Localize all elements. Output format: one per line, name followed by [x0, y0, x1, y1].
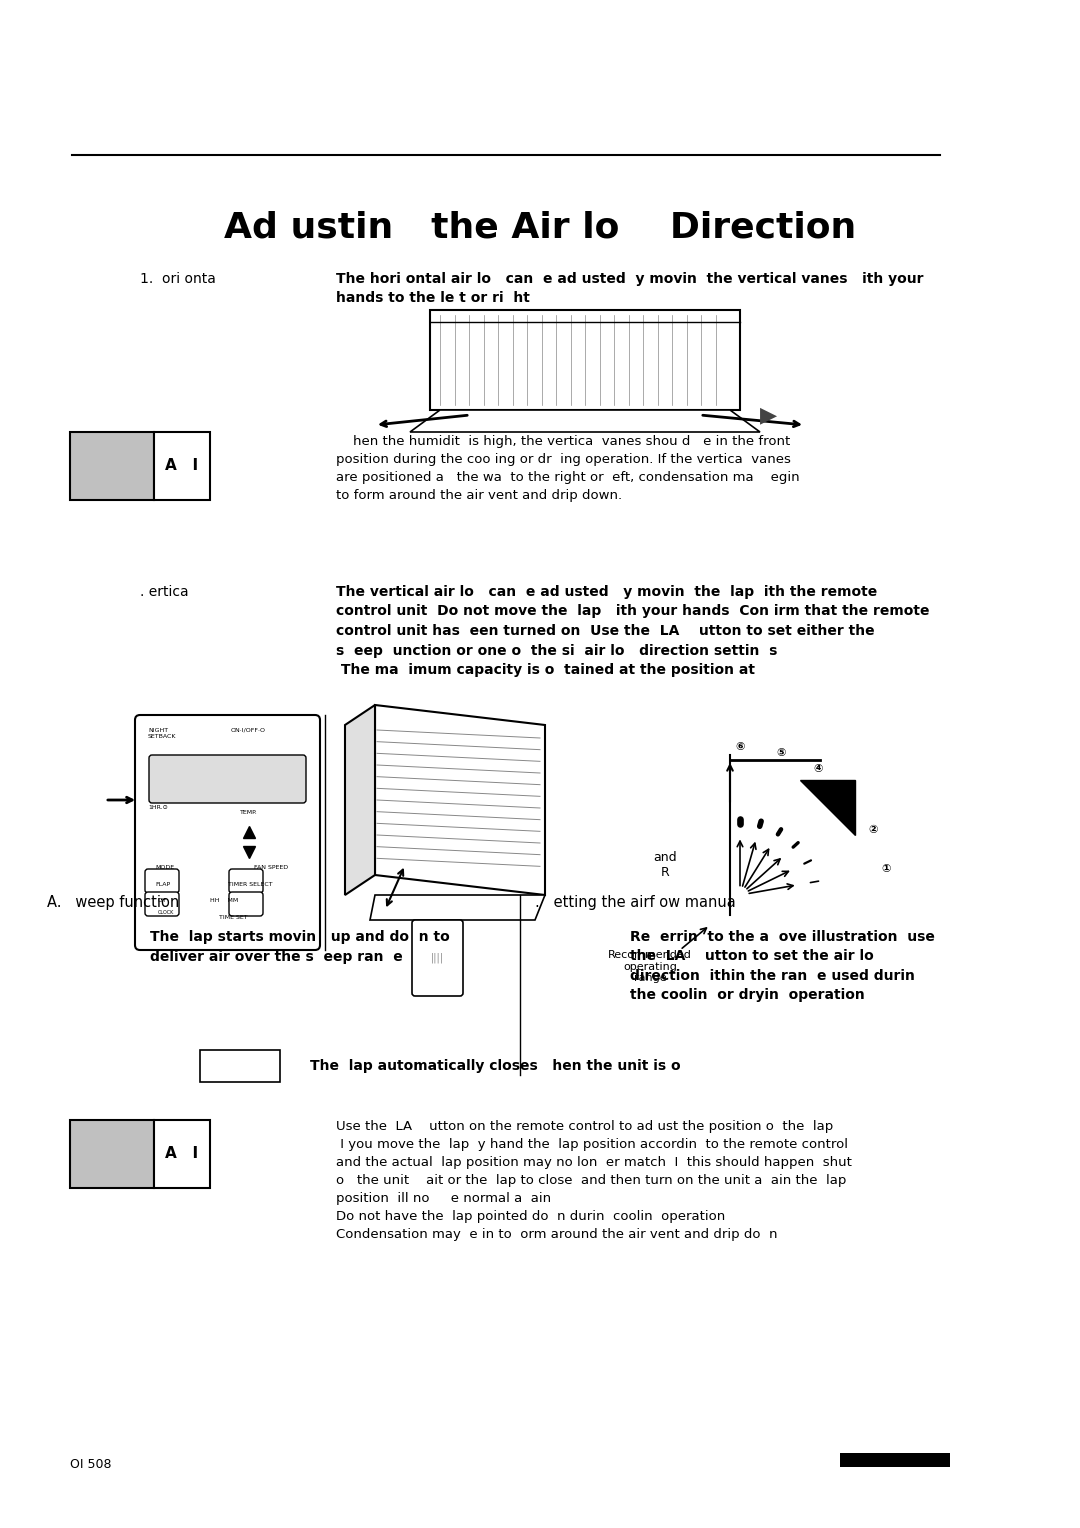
Text: A   I: A I: [165, 1146, 199, 1161]
FancyBboxPatch shape: [229, 869, 264, 892]
Polygon shape: [430, 310, 740, 410]
Text: . ertica: . ertica: [140, 585, 189, 599]
Text: FAN SPEED: FAN SPEED: [254, 865, 288, 869]
Text: Use the  LA    utton on the remote control to ad ust the position o  the  lap
 I: Use the LA utton on the remote control t…: [336, 1120, 852, 1241]
Bar: [154, 432, 210, 500]
Text: ③: ③: [846, 792, 854, 801]
Text: 1HR.⊙: 1HR.⊙: [148, 805, 167, 810]
Text: ON·I/OFF·O: ON·I/OFF·O: [231, 727, 266, 733]
Polygon shape: [345, 704, 375, 895]
Text: ①: ①: [881, 865, 890, 874]
Text: ②: ②: [868, 825, 878, 836]
Text: HH    MM: HH MM: [210, 898, 239, 903]
Text: CLOCK: CLOCK: [158, 911, 174, 915]
Bar: [840, 1453, 950, 1467]
Bar: [154, 1120, 210, 1187]
Text: The hori ontal air lo   can  e ad usted  y movin  the vertical vanes   ith your
: The hori ontal air lo can e ad usted y m…: [336, 272, 923, 306]
FancyBboxPatch shape: [411, 920, 463, 996]
Polygon shape: [370, 895, 545, 920]
Text: Ad ustin   the Air lo    Direction: Ad ustin the Air lo Direction: [224, 209, 856, 244]
Text: The vertical air lo   can  e ad usted   y movin  the  lap  ith the remote
contro: The vertical air lo can e ad usted y mov…: [336, 585, 930, 677]
Text: The  lap starts movin   up and do  n to
deliver air over the s  eep ran  e: The lap starts movin up and do n to deli…: [150, 931, 449, 964]
Text: ▶: ▶: [760, 405, 778, 425]
Text: NIGHT
SETBACK: NIGHT SETBACK: [148, 727, 176, 740]
Text: TEMP.: TEMP.: [240, 810, 257, 814]
Polygon shape: [410, 410, 760, 432]
Text: TIMER SELECT: TIMER SELECT: [228, 882, 272, 886]
Text: A   I: A I: [165, 458, 199, 474]
Bar: [70, 1120, 154, 1187]
Text: ④: ④: [813, 764, 823, 775]
Text: ||||: ||||: [431, 953, 444, 963]
FancyBboxPatch shape: [145, 892, 179, 915]
Polygon shape: [800, 779, 855, 834]
Text: .   etting the airf ow manua: . etting the airf ow manua: [535, 895, 735, 911]
Text: OI 508: OI 508: [70, 1458, 111, 1471]
Bar: [70, 432, 154, 500]
FancyBboxPatch shape: [145, 869, 179, 892]
Text: Re  errin  to the a  ove illustration  use
the  LA    utton to set the air lo
di: Re errin to the a ove illustration use t…: [630, 931, 935, 1002]
Text: OFF: OFF: [158, 898, 166, 903]
FancyBboxPatch shape: [135, 715, 320, 950]
Text: ⑤: ⑤: [777, 747, 785, 758]
Text: Recommended
operating
range: Recommended operating range: [608, 950, 692, 983]
FancyBboxPatch shape: [149, 755, 306, 804]
Bar: [200, 1050, 280, 1082]
Polygon shape: [375, 704, 545, 895]
FancyBboxPatch shape: [229, 892, 264, 915]
Text: FLAP: FLAP: [156, 882, 171, 886]
Text: 1.  ori onta: 1. ori onta: [140, 272, 216, 286]
Text: A.   weep function: A. weep function: [48, 895, 179, 911]
Text: The  lap automatically closes   hen the unit is o: The lap automatically closes hen the uni…: [310, 1059, 680, 1073]
Text: MODE: MODE: [156, 865, 174, 869]
Text: TIME SET: TIME SET: [219, 915, 247, 920]
Text: ⑥: ⑥: [735, 743, 745, 752]
Text: hen the humidit  is high, the vertica  vanes shou d   e in the front
position du: hen the humidit is high, the vertica van…: [336, 435, 799, 503]
Text: and
R: and R: [653, 851, 677, 879]
